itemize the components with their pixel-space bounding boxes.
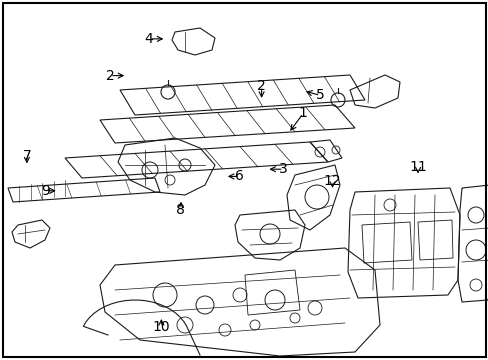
Text: 8: 8 xyxy=(176,203,185,216)
Text: 11: 11 xyxy=(408,161,426,174)
Text: 9: 9 xyxy=(41,184,50,198)
Text: 3: 3 xyxy=(279,162,287,176)
Text: 4: 4 xyxy=(144,32,153,46)
Text: 7: 7 xyxy=(22,149,31,162)
Text: 10: 10 xyxy=(152,320,170,334)
Text: 2: 2 xyxy=(257,80,265,93)
Text: 12: 12 xyxy=(323,174,341,188)
Text: 5: 5 xyxy=(315,89,324,102)
Text: 1: 1 xyxy=(298,107,307,120)
Text: 2: 2 xyxy=(105,69,114,82)
Text: 6: 6 xyxy=(235,170,244,183)
